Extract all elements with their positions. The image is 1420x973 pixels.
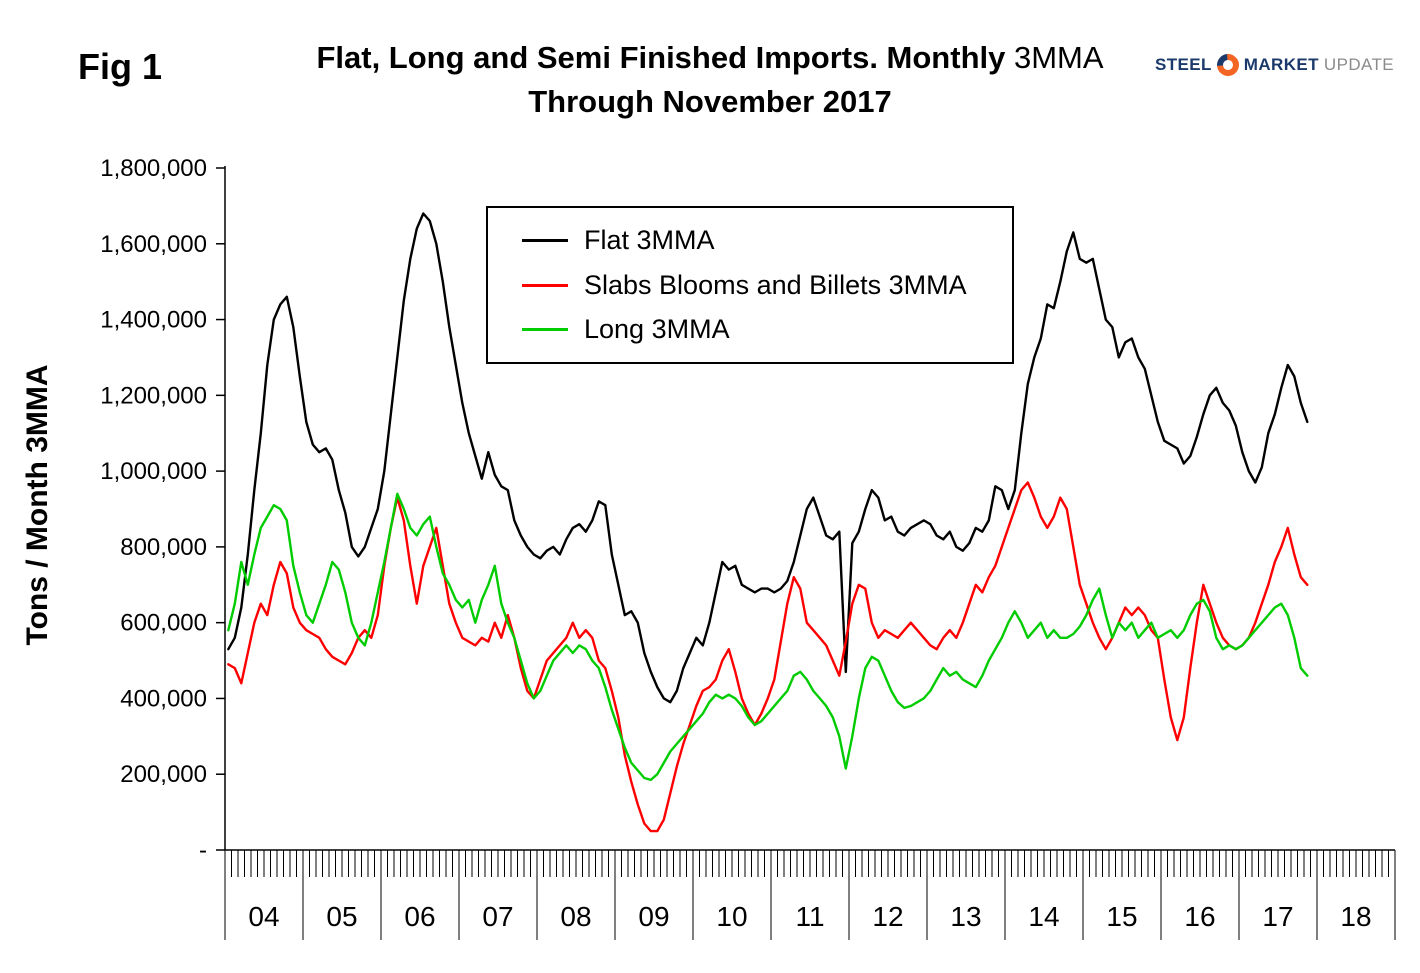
svg-text:800,000: 800,000 bbox=[120, 534, 207, 561]
svg-text:13: 13 bbox=[950, 901, 981, 932]
svg-text:08: 08 bbox=[560, 901, 591, 932]
svg-text:1,400,000: 1,400,000 bbox=[100, 307, 207, 334]
svg-text:15: 15 bbox=[1106, 901, 1137, 932]
smu-logo: STEEL MARKET UPDATE bbox=[1154, 49, 1394, 81]
figure-label: Fig 1 bbox=[78, 46, 163, 87]
logo-text-update: UPDATE bbox=[1323, 55, 1394, 74]
svg-text:07: 07 bbox=[482, 901, 513, 932]
chart-legend: Flat 3MMA Slabs Blooms and Billets 3MMA … bbox=[486, 206, 1014, 364]
svg-text:1,200,000: 1,200,000 bbox=[100, 382, 207, 409]
chart-title-line1: Flat, Long and Semi Finished Imports. Mo… bbox=[0, 40, 1420, 76]
logo-text-steel: STEEL bbox=[1154, 55, 1212, 74]
svg-text:-: - bbox=[199, 837, 207, 864]
chart-title-suffix: 3MMA bbox=[1005, 40, 1104, 75]
svg-text:1,800,000: 1,800,000 bbox=[100, 155, 207, 182]
legend-label-flat: Flat 3MMA bbox=[584, 225, 715, 256]
chart-title-main: Flat, Long and Semi Finished Imports. Mo… bbox=[316, 40, 1006, 75]
chart-title-line2: Through November 2017 bbox=[528, 84, 892, 119]
svg-text:10: 10 bbox=[716, 901, 747, 932]
svg-text:600,000: 600,000 bbox=[120, 610, 207, 637]
logo-text-market: MARKET bbox=[1243, 55, 1319, 74]
legend-line-long bbox=[522, 327, 568, 331]
legend-line-slabs bbox=[522, 283, 568, 287]
svg-text:05: 05 bbox=[326, 901, 357, 932]
legend-item-flat: Flat 3MMA bbox=[522, 225, 1012, 256]
svg-text:11: 11 bbox=[795, 901, 824, 932]
legend-item-long: Long 3MMA bbox=[522, 314, 1012, 345]
svg-text:1,600,000: 1,600,000 bbox=[100, 231, 207, 258]
svg-text:17: 17 bbox=[1262, 901, 1293, 932]
svg-text:1,000,000: 1,000,000 bbox=[100, 458, 207, 485]
svg-text:400,000: 400,000 bbox=[120, 685, 207, 712]
svg-text:09: 09 bbox=[638, 901, 669, 932]
svg-text:14: 14 bbox=[1028, 901, 1059, 932]
svg-text:200,000: 200,000 bbox=[120, 761, 207, 788]
chart-title: Flat, Long and Semi Finished Imports. Mo… bbox=[0, 40, 1420, 120]
svg-text:04: 04 bbox=[248, 901, 279, 932]
svg-text:06: 06 bbox=[404, 901, 435, 932]
legend-label-long: Long 3MMA bbox=[584, 313, 730, 344]
legend-label-slabs: Slabs Blooms and Billets 3MMA bbox=[584, 269, 967, 300]
legend-item-slabs: Slabs Blooms and Billets 3MMA bbox=[522, 270, 1012, 301]
svg-text:16: 16 bbox=[1184, 901, 1215, 932]
svg-text:18: 18 bbox=[1340, 901, 1371, 932]
legend-line-flat bbox=[522, 239, 568, 243]
svg-text:12: 12 bbox=[872, 901, 903, 932]
